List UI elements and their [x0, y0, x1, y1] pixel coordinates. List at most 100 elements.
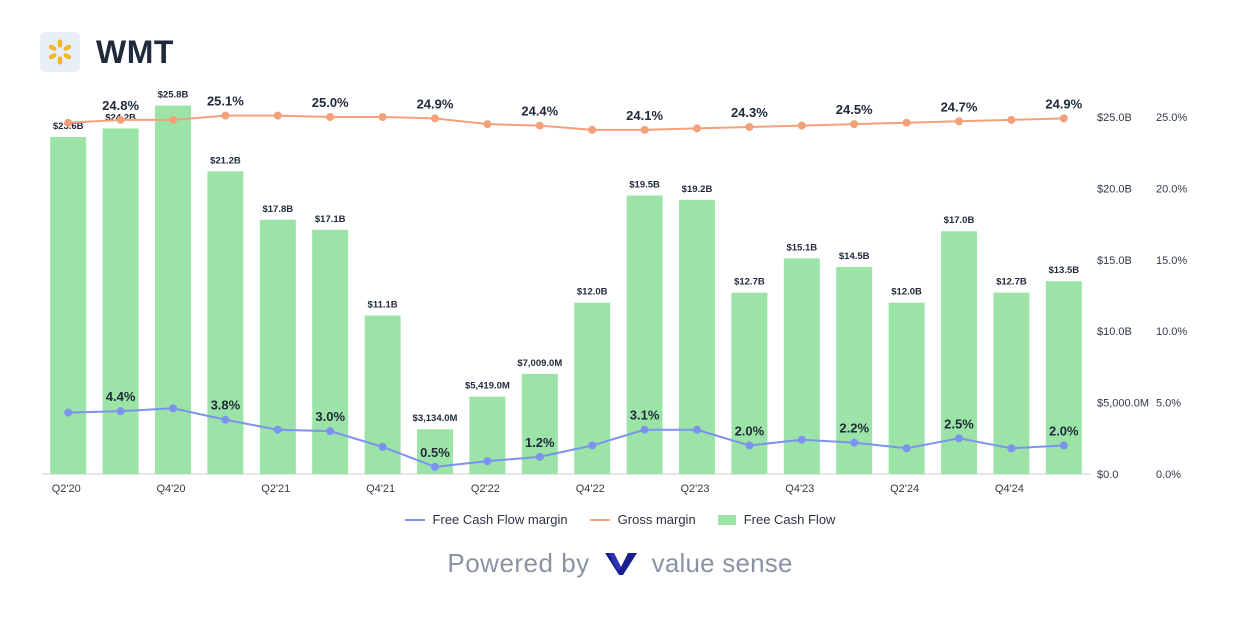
- y-tick-label-percent: 5.0%: [1156, 398, 1181, 410]
- gross-margin-label: 25.1%: [207, 94, 244, 109]
- gross-margin-label: 24.9%: [1045, 96, 1082, 111]
- fcf-bar-label: $3,134.0M: [413, 413, 458, 424]
- gross-margin-point: [378, 113, 387, 121]
- fcf-margin-point: [955, 434, 963, 443]
- gross-margin-label: 24.4%: [521, 104, 558, 119]
- gross-margin-point: [588, 125, 597, 134]
- gross-margin-point: [273, 111, 282, 120]
- x-tick-label: Q2'22: [471, 483, 500, 495]
- fcf-margin-point: [116, 407, 125, 416]
- x-tick-label: Q4'23: [785, 483, 814, 495]
- y-tick-label-percent: 20.0%: [1156, 183, 1187, 195]
- gross-margin-label: 24.8%: [102, 98, 139, 113]
- y-tick-label-value: $20.0B: [1097, 183, 1132, 195]
- gross-margin-point: [483, 120, 492, 129]
- y-tick-label-value: $10.0B: [1097, 326, 1132, 338]
- gross-margin-point: [326, 113, 335, 121]
- footer: Powered by value sense: [0, 548, 1240, 579]
- fcf-bar-label: $17.8B: [262, 204, 293, 215]
- gross-margin-label: 24.1%: [626, 108, 663, 123]
- gross-margin-label: 24.7%: [941, 99, 978, 114]
- fcf-bar-label: $21.2B: [210, 155, 241, 166]
- gross-margin-point: [431, 114, 439, 123]
- fcf-margin-point: [378, 442, 387, 451]
- x-tick-label: Q4'24: [995, 483, 1024, 495]
- gross-margin-label: 24.9%: [417, 96, 454, 111]
- legend-item-gross-margin[interactable]: Gross margin: [589, 512, 696, 527]
- y-tick-label-value: $5,000.0M: [1097, 398, 1149, 410]
- gross-margin-point: [797, 121, 806, 130]
- fcf-margin-point: [588, 441, 597, 450]
- fcf-bar-label: $12.0B: [577, 287, 608, 298]
- fcf-margin-point: [64, 408, 73, 417]
- fcf-margin-label: 2.0%: [1049, 423, 1079, 438]
- y-tick-label-percent: 15.0%: [1156, 255, 1187, 267]
- fcf-bar: [207, 171, 244, 474]
- walmart-spark-icon: [40, 32, 80, 72]
- value-sense-brand: value sense: [651, 548, 793, 578]
- fcf-bar-label: $12.0B: [891, 287, 922, 298]
- gross-margin-point: [902, 118, 911, 127]
- legend: Free Cash Flow margin Gross margin Free …: [0, 512, 1240, 527]
- y-tick-label-percent: 25.0%: [1156, 112, 1187, 124]
- fcf-margin-point: [693, 425, 701, 434]
- fcf-margin-label: 4.4%: [106, 389, 136, 404]
- legend-item-fcf-margin[interactable]: Free Cash Flow margin: [404, 512, 568, 527]
- fcf-margin-point: [640, 425, 649, 434]
- fcf-margin-point: [902, 444, 911, 453]
- fcf-bar-label: $19.2B: [682, 184, 713, 195]
- fcf-margin-point: [797, 435, 806, 444]
- fcf-bar-label: $25.8B: [158, 90, 189, 101]
- fcf-margin-label: 2.5%: [944, 416, 974, 431]
- y-tick-label-value: $15.0B: [1097, 255, 1132, 267]
- fcf-margin-point: [850, 438, 859, 447]
- fcf-margin-label: 0.5%: [420, 445, 450, 460]
- fcf-bar-label: $12.7B: [996, 277, 1027, 288]
- fcf-bar-label: $12.7B: [734, 277, 765, 288]
- y-tick-label-percent: 10.0%: [1156, 326, 1187, 338]
- fcf-bar-label: $13.5B: [1048, 265, 1079, 276]
- y-tick-label-value: $25.0B: [1097, 112, 1132, 124]
- fcf-bar: [941, 231, 977, 474]
- fcf-margin-point: [483, 457, 492, 466]
- fcf-bar-label: $17.1B: [315, 214, 346, 225]
- fcf-bar-label: $14.5B: [839, 251, 870, 262]
- legend-label-fcf-margin: Free Cash Flow margin: [432, 512, 568, 527]
- fcf-margin-label: 3.1%: [630, 408, 660, 423]
- gross-margin-label: 24.3%: [731, 105, 768, 120]
- legend-item-fcf[interactable]: Free Cash Flow: [717, 512, 836, 527]
- fcf-margin-point: [431, 462, 439, 471]
- gross-margin-point: [850, 120, 859, 129]
- x-tick-label: Q4'22: [576, 483, 605, 495]
- gross-margin-label: 25.0%: [312, 95, 349, 110]
- gross-margin-point: [693, 124, 701, 133]
- fcf-bar-label: $17.0B: [944, 215, 975, 226]
- fcf-margin-label: 3.8%: [211, 398, 241, 413]
- x-tick-label: Q4'21: [366, 483, 395, 495]
- y-tick-label-value: $0.0: [1097, 469, 1118, 481]
- fcf-bar: [102, 128, 139, 474]
- fcf-margin-point: [1059, 441, 1068, 450]
- fcf-margin-point: [326, 427, 335, 436]
- y-tick-label-percent: 0.0%: [1156, 469, 1181, 481]
- header: WMT: [40, 32, 174, 72]
- gross-margin-point: [1007, 115, 1016, 124]
- fcf-margin-point: [535, 452, 544, 461]
- gross-margin-point: [535, 121, 544, 130]
- gross-margin-point: [221, 111, 230, 120]
- fcf-margin-point: [221, 415, 230, 424]
- fcf-margin-point: [745, 441, 754, 450]
- legend-label-fcf: Free Cash Flow: [743, 512, 836, 527]
- fcf-bar-label: $19.5B: [629, 180, 660, 191]
- gross-margin-point: [64, 118, 73, 127]
- fcf-bar: [155, 105, 191, 475]
- chart-area: $23.6B$24.2B$25.8B$21.2B$17.8B$17.1B$11.…: [42, 90, 1187, 495]
- fcf-margin-point: [273, 425, 282, 434]
- fcf-bar: [993, 292, 1030, 474]
- gross-margin-point: [116, 115, 125, 124]
- fcf-margin-point: [169, 404, 177, 413]
- fcf-bar: [50, 136, 87, 474]
- x-tick-label: Q2'20: [52, 483, 81, 495]
- gross-margin-point: [745, 122, 754, 131]
- fcf-margin-line: [68, 407, 1064, 468]
